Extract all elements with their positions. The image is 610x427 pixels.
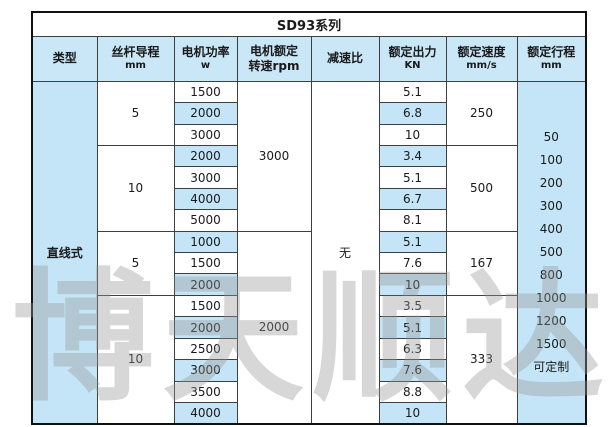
table-row: 4000 10: [32, 401, 586, 425]
output-cell: 5.1: [378, 316, 447, 339]
table-row: 5000 8.1: [32, 209, 586, 232]
stroke-option: 300: [539, 198, 563, 213]
output-cell: 6.8: [378, 102, 447, 125]
power-cell: 2000: [173, 102, 238, 125]
output-cell: 6.7: [378, 187, 447, 211]
output-cell: 6.3: [378, 337, 447, 361]
table-row: 5 1000 2000 5.1 167: [32, 230, 586, 425]
stroke-option: 800: [539, 267, 563, 282]
col-header-speed-unit: mm/s: [466, 60, 497, 72]
power-cell: 4000: [173, 187, 238, 211]
table-row: 2500 6.3: [32, 337, 586, 361]
power-cell: 2000: [173, 273, 238, 296]
output-cell: 5.1: [378, 80, 447, 104]
table-row: 2000 10: [32, 273, 586, 296]
title-row: SD93系列: [31, 11, 587, 37]
col-header-rpm-label1: 电机额定: [249, 43, 298, 58]
stroke-option: 200: [539, 175, 563, 190]
stroke-option: 50: [543, 129, 559, 144]
power-cell: 2000: [173, 145, 238, 168]
table-row: 10 2000 3.4 500: [32, 145, 586, 232]
lead-cell: 5: [96, 230, 175, 296]
power-cell: 3000: [173, 359, 238, 382]
output-cell: 8.1: [378, 209, 447, 232]
power-cell: 4000: [173, 401, 238, 425]
stroke-option: 1500: [535, 336, 567, 351]
rpm-cell: 2000: [236, 230, 312, 425]
table-row: 3000 10: [32, 123, 586, 147]
col-header-output: 额定出力 KN: [378, 35, 447, 82]
power-cell: 1500: [173, 294, 238, 318]
power-cell: 3000: [173, 166, 238, 189]
col-header-type: 类型: [31, 35, 98, 82]
stroke-options: 50 100 200 300 400 500 800 1000 1200 150…: [518, 126, 585, 379]
table-row: 4000 6.7: [32, 187, 586, 211]
speed-cell: 250: [445, 80, 518, 147]
rpm-cell: 3000: [236, 80, 312, 232]
col-header-speed-label: 额定速度: [457, 45, 506, 60]
table-row: 3000 5.1: [32, 166, 586, 189]
lead-cell: 10: [96, 145, 175, 232]
table-title: SD93系列: [31, 11, 587, 37]
lead-cell: 5: [96, 80, 175, 147]
power-cell: 3000: [173, 123, 238, 147]
power-cell: 1000: [173, 230, 238, 254]
speed-cell: 167: [445, 230, 518, 296]
stroke-option: 可定制: [533, 359, 570, 374]
table-row: 10 1500 3.5 333: [32, 294, 586, 425]
col-header-stroke-unit: mm: [540, 60, 562, 72]
col-header-lead-unit: mm: [125, 60, 146, 72]
power-cell: 1500: [173, 80, 238, 104]
table-row: 2000 5.1: [32, 316, 586, 339]
power-cell: 1500: [173, 252, 238, 275]
ratio-cell: 无: [310, 80, 380, 425]
table-row: 1500 7.6: [32, 252, 586, 275]
lead-cell: 10: [96, 294, 175, 425]
power-cell: 2500: [173, 337, 238, 361]
col-header-rpm-label2: 转速rpm: [248, 58, 300, 73]
output-cell: 5.1: [378, 166, 447, 189]
stroke-option: 100: [539, 152, 563, 167]
col-header-stroke: 额定行程 mm: [516, 35, 587, 82]
output-cell: 7.6: [378, 252, 447, 275]
col-header-output-unit: KN: [404, 60, 421, 72]
power-cell: 5000: [173, 209, 238, 232]
col-header-power: 电机功率 w: [173, 35, 238, 82]
col-header-output-label: 额定出力: [388, 45, 437, 60]
output-cell: 8.8: [378, 380, 447, 403]
table-row: 直线式 5 1500 3000 无 5.1 250 50 100 200 300…: [31, 80, 587, 425]
type-cell: 直线式: [31, 80, 98, 425]
output-cell: 3.5: [378, 294, 447, 318]
col-header-lead-label: 丝杆导程: [111, 45, 160, 60]
speed-cell: 333: [445, 294, 518, 425]
output-cell: 5.1: [378, 230, 447, 254]
power-cell: 3500: [173, 380, 238, 403]
col-header-power-label: 电机功率: [181, 45, 230, 60]
power-cell: 2000: [173, 316, 238, 339]
stroke-option: 1200: [535, 313, 567, 328]
output-cell: 3.4: [378, 145, 447, 168]
table-row: 2000 6.8: [32, 102, 586, 125]
col-header-power-unit: w: [200, 60, 211, 72]
output-cell: 10: [378, 401, 447, 425]
table-row: 3500 8.8: [32, 380, 586, 403]
stroke-option: 1000: [535, 290, 567, 305]
stroke-cell: 50 100 200 300 400 500 800 1000 1200 150…: [516, 80, 587, 425]
stroke-option: 500: [539, 244, 563, 259]
col-header-stroke-label: 额定行程: [527, 45, 576, 60]
output-cell: 7.6: [378, 359, 447, 382]
col-header-ratio: 减速比: [310, 35, 380, 82]
speed-cell: 500: [445, 145, 518, 232]
output-cell: 10: [378, 123, 447, 147]
col-header-lead: 丝杆导程 mm: [96, 35, 175, 82]
output-cell: 10: [378, 273, 447, 296]
stroke-option: 400: [539, 221, 563, 236]
header-row: 类型 丝杆导程 mm 电机功率 w 电机额定 转速rpm 减速比 额定出力 KN…: [31, 35, 587, 82]
spec-table: SD93系列 类型 丝杆导程 mm 电机功率 w 电机额定 转速rpm 减速比 …: [31, 11, 587, 425]
col-header-speed: 额定速度 mm/s: [445, 35, 518, 82]
col-header-rpm: 电机额定 转速rpm: [236, 35, 312, 82]
